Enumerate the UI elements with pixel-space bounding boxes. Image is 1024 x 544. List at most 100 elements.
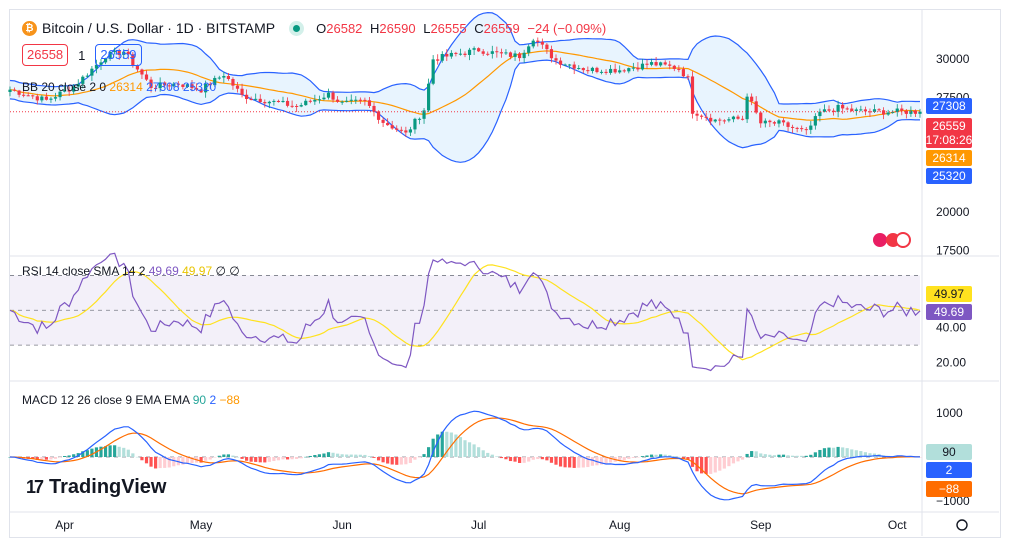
- bb-basis-value: 26314: [109, 80, 143, 94]
- candle-body: [768, 120, 772, 123]
- macd-hist-bar: [454, 434, 458, 457]
- macd-hist-bar: [831, 447, 836, 457]
- macd-hist-bar: [349, 454, 353, 457]
- macd-tag: −88: [926, 481, 972, 497]
- candle-body: [540, 41, 544, 45]
- candle-body: [149, 79, 153, 88]
- bb-upper-line: [9, 11, 920, 105]
- macd-hist-bar: [463, 440, 467, 457]
- macd-hist-bar: [704, 457, 708, 474]
- macd-hist-bar: [513, 457, 517, 462]
- candle-body: [568, 64, 572, 66]
- candle-body: [94, 64, 99, 69]
- macd-hist-bar: [240, 457, 244, 459]
- candle-body: [649, 62, 654, 65]
- macd-tag: 2: [926, 462, 972, 478]
- macd-hist-bar: [331, 452, 335, 457]
- macd-hist-bar: [199, 457, 203, 463]
- time-tick-label: Aug: [609, 518, 630, 532]
- candle-body: [841, 104, 845, 109]
- macd-hist-bar: [540, 457, 544, 460]
- candle-body: [395, 128, 399, 130]
- candle-body: [518, 53, 522, 59]
- candle-body: [663, 62, 667, 65]
- candle-body: [363, 99, 367, 101]
- macd-hist-bar: [563, 457, 567, 468]
- candle-body: [99, 62, 103, 65]
- macd-hist-bar: [436, 434, 440, 457]
- rsi-legend[interactable]: RSI 14 close SMA 14 2 49.69 49.97 ∅ ∅: [22, 264, 240, 278]
- candle-body: [545, 44, 549, 50]
- candle-body: [477, 48, 481, 52]
- change-readout: −24 (−0.09%): [527, 20, 607, 36]
- macd-hist-bar: [272, 457, 276, 461]
- macd-tick-label: −1000: [936, 494, 970, 508]
- macd-hist-bar: [245, 457, 249, 461]
- bitcoin-icon: ₿: [22, 20, 37, 36]
- candle-body: [577, 68, 581, 70]
- quantity-value[interactable]: 1: [78, 47, 86, 63]
- candle-body: [267, 101, 271, 104]
- bb-upper-value: 27308: [146, 80, 180, 94]
- macd-hist-bar: [845, 448, 849, 457]
- candle-body: [304, 100, 308, 106]
- macd-hist-bar: [290, 457, 294, 460]
- macd-hist-bar: [495, 456, 499, 457]
- macd-hist-bar: [827, 447, 831, 457]
- candle-body: [208, 83, 212, 86]
- candle-body: [791, 126, 795, 128]
- candle-body: [172, 83, 176, 87]
- candle-body: [372, 105, 376, 112]
- candle-body: [381, 119, 385, 123]
- macd-hist-bar: [581, 457, 585, 468]
- candle-body: [604, 71, 608, 73]
- candle-body: [445, 54, 449, 57]
- candle-body: [408, 129, 412, 133]
- macd-hist-bar: [445, 431, 449, 457]
- candle-body: [522, 52, 526, 59]
- macd-hist-bar: [531, 457, 535, 460]
- macd-hist-bar: [768, 454, 772, 457]
- event-flag-icon: [873, 233, 887, 247]
- macd-hist-bar: [795, 455, 799, 457]
- macd-hist-bar: [117, 446, 121, 457]
- candle-body: [781, 120, 786, 123]
- candle-body: [640, 63, 645, 70]
- candle-body: [190, 84, 194, 89]
- buy-button[interactable]: 26559: [95, 44, 142, 66]
- time-tick-label: Jul: [471, 518, 486, 532]
- macd-hist-bar: [58, 457, 62, 458]
- sell-button[interactable]: 26558: [22, 44, 69, 66]
- macd-hist-bar: [408, 457, 412, 463]
- macd-hist-value: 90: [192, 393, 207, 407]
- candle-body: [313, 99, 317, 102]
- candle-body: [727, 119, 731, 121]
- candle-body: [690, 76, 695, 114]
- market-status-icon[interactable]: [289, 20, 305, 36]
- macd-hist-bar: [772, 455, 776, 457]
- bb-legend[interactable]: BB 20 close 2 0 26314 27308 25320: [22, 80, 217, 94]
- candle-body: [772, 122, 776, 124]
- rsi-tick-label: 40.00: [936, 321, 966, 335]
- macd-hist-bar: [158, 457, 162, 469]
- price-tag: 26559 17:08:26: [925, 118, 973, 148]
- candle-body: [17, 90, 21, 95]
- candle-body: [226, 76, 230, 80]
- symbol-title[interactable]: Bitcoin / U.S. Dollar · 1D · BITSTAMP: [42, 20, 276, 36]
- candle-body: [481, 51, 485, 54]
- rsi-tick-label: 20.00: [936, 356, 966, 370]
- candle-body: [90, 68, 94, 76]
- candle-body: [35, 96, 39, 101]
- macd-legend[interactable]: MACD 12 26 close 9 EMA EMA 90 2 −88: [22, 393, 240, 407]
- macd-hist-bar: [522, 457, 526, 463]
- macd-hist-bar: [481, 450, 485, 457]
- candle-body: [499, 52, 503, 54]
- candle-body: [245, 94, 249, 100]
- macd-hist-bar: [363, 454, 367, 457]
- macd-hist-bar: [672, 456, 676, 457]
- candle-body: [67, 90, 71, 92]
- candle-body: [185, 84, 190, 87]
- candle-body: [731, 116, 736, 120]
- candle-body: [167, 85, 171, 87]
